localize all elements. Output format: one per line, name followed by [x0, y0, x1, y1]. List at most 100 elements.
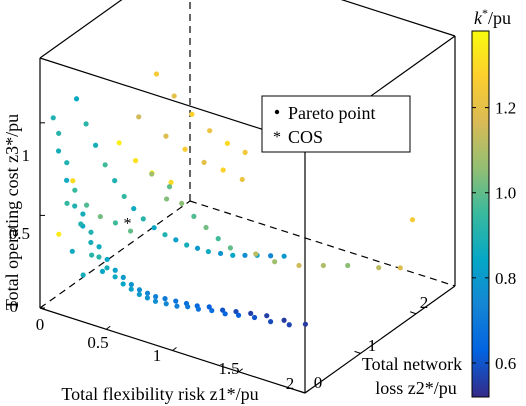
colorbar-gradient	[471, 30, 490, 398]
x-tick-mark	[105, 325, 111, 330]
pareto-point	[73, 96, 80, 102]
pareto-point	[72, 187, 78, 193]
legend-marker-cos: *	[273, 129, 281, 146]
pareto-point	[345, 262, 351, 269]
pareto-point	[136, 287, 143, 293]
y-tick-mark	[409, 311, 417, 315]
pareto-point	[99, 268, 106, 274]
pareto-point	[268, 253, 274, 259]
z-tick-label: 0.5	[9, 224, 30, 243]
pareto-point	[320, 262, 326, 269]
pareto-point	[173, 237, 179, 243]
pareto-point	[209, 307, 215, 314]
pareto-point	[97, 213, 103, 220]
pareto-point	[163, 196, 170, 202]
colorbar-tick-label: 1.0	[495, 184, 516, 203]
pareto-point	[64, 160, 70, 166]
pareto-point	[151, 225, 157, 231]
legend-label-pareto: Pareto point	[288, 103, 376, 123]
pareto-point	[88, 239, 94, 246]
y-axis-label-line1: Total network	[362, 354, 462, 374]
z-axis-label: Total operating cost z3*/pu	[2, 114, 22, 310]
pareto-point	[72, 203, 78, 209]
pareto-point	[136, 291, 142, 298]
pareto-point	[152, 298, 159, 304]
y-tick-label: 0	[314, 373, 323, 392]
x-tick-label: 2	[286, 374, 295, 393]
y-tick-label: 1	[368, 336, 377, 355]
pareto-point	[296, 262, 302, 269]
pareto-point	[215, 236, 221, 242]
pareto-point	[149, 171, 155, 177]
pareto-point	[239, 176, 245, 183]
y-tick-mark	[298, 390, 306, 394]
colorbar-title: k*/pu	[474, 6, 511, 28]
legend-box	[261, 95, 411, 153]
y-tick-label: 2	[420, 293, 429, 312]
pareto-point	[171, 93, 177, 99]
pareto-point	[112, 274, 118, 280]
box-edge	[340, 0, 456, 37]
y-axis-label-line2: loss z2*/pu	[375, 378, 457, 398]
y-tick-mark	[354, 350, 361, 354]
z-tick-label: 1	[22, 146, 31, 165]
pareto-point	[93, 142, 99, 148]
pareto-point	[376, 265, 382, 271]
pareto-point	[112, 178, 118, 184]
pareto-point	[217, 250, 224, 257]
pareto-point	[64, 200, 70, 206]
pareto-point	[220, 167, 226, 173]
pareto-point	[242, 252, 248, 258]
pareto-point	[168, 179, 174, 185]
pareto-point	[230, 252, 236, 258]
pareto-point	[195, 306, 201, 312]
pareto-point	[191, 213, 197, 219]
pareto-point	[222, 311, 228, 317]
pareto-point	[112, 220, 119, 226]
pareto-point	[166, 184, 173, 190]
pareto-point	[281, 253, 287, 259]
pareto-point	[207, 128, 213, 134]
pareto-point	[88, 229, 94, 235]
pareto-point	[78, 221, 84, 227]
pareto-point	[120, 281, 126, 287]
pareto-point	[233, 308, 239, 315]
pareto-point	[144, 290, 151, 296]
pareto-point	[286, 322, 292, 328]
pareto-point	[128, 286, 134, 292]
x-axis-label: Total flexibility risk z1*/pu	[61, 384, 258, 404]
box-edge	[304, 285, 456, 394]
box-edge-hidden	[39, 200, 191, 309]
pareto-point	[264, 313, 270, 319]
pareto-point	[80, 272, 86, 278]
pareto-point	[302, 321, 309, 327]
pareto-point	[132, 158, 139, 164]
pareto-point	[104, 256, 110, 263]
pareto-point	[104, 265, 110, 271]
pareto-point	[251, 314, 258, 321]
pareto-point	[185, 304, 191, 310]
pareto-point	[144, 295, 151, 301]
legend-label-cos: COS	[288, 127, 323, 147]
pareto-point	[205, 248, 211, 255]
pareto-point	[56, 231, 62, 237]
pareto-point	[153, 71, 160, 77]
pareto-point	[206, 304, 212, 310]
pareto-point	[80, 211, 86, 217]
pareto-point	[128, 281, 134, 288]
pareto-point	[136, 114, 142, 120]
box-edge	[39, 0, 123, 59]
pareto-point	[189, 111, 195, 117]
pareto-point	[174, 303, 180, 309]
pareto-point	[83, 202, 90, 208]
pareto-point	[272, 259, 278, 265]
pareto-point	[120, 274, 126, 280]
pareto-point	[409, 217, 416, 223]
pareto-point	[203, 224, 209, 231]
pareto-point	[153, 294, 159, 300]
pareto-point	[173, 298, 179, 304]
legend-marker-pareto	[274, 109, 280, 115]
pareto-point	[201, 159, 207, 166]
colorbar-tick-label: 0.8	[495, 269, 516, 288]
pareto-point	[70, 178, 76, 184]
